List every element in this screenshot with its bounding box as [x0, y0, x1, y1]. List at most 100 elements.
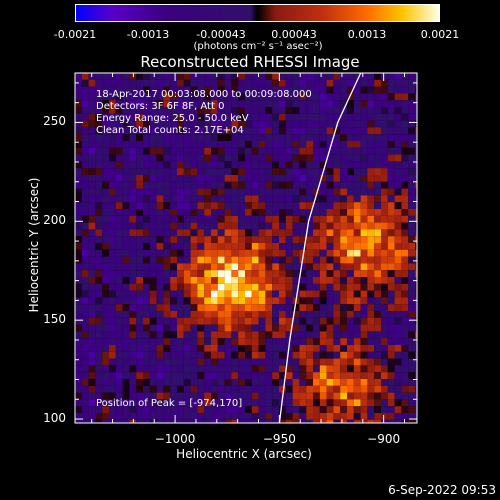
heatmap-cell	[306, 209, 313, 216]
heatmap-cell	[387, 304, 395, 311]
heatmap-cell	[319, 256, 327, 264]
heatmap-cell	[401, 195, 409, 203]
heatmap-cell	[387, 317, 395, 325]
heatmap-cell	[143, 134, 150, 141]
heatmap-cell	[183, 113, 191, 121]
heatmap-cell	[279, 351, 286, 359]
heatmap-cell	[367, 256, 375, 264]
heatmap-cell	[285, 256, 293, 264]
heatmap-cell	[81, 345, 89, 352]
heatmap-cell	[136, 311, 143, 318]
heatmap-cell	[170, 311, 177, 318]
heatmap-cell	[231, 256, 239, 264]
heatmap-cell	[88, 79, 96, 87]
heatmap-cell	[245, 392, 252, 400]
heatmap-cell	[204, 290, 211, 298]
heatmap-cell	[129, 243, 137, 250]
heatmap-cell	[408, 147, 415, 155]
heatmap-cell	[347, 413, 354, 420]
heatmap-cell	[292, 372, 300, 379]
heatmap-cell	[149, 379, 157, 386]
heatmap-cell	[408, 304, 415, 311]
heatmap-cell	[95, 154, 103, 162]
heatmap-cell	[238, 413, 245, 420]
heatmap-cell	[415, 331, 417, 339]
heatmap-cell	[88, 358, 96, 366]
heatmap-cell	[238, 120, 245, 128]
heatmap-cell	[183, 304, 191, 311]
heatmap-cell	[292, 147, 300, 155]
heatmap-cell	[109, 406, 116, 413]
heatmap-cell	[353, 209, 361, 216]
heatmap-cell	[238, 141, 245, 148]
heatmap-cell	[374, 290, 381, 298]
heatmap-cell	[347, 331, 354, 339]
heatmap-cell	[238, 168, 245, 175]
heatmap-cell	[163, 358, 171, 366]
heatmap-cell	[285, 175, 293, 182]
heatmap-cell	[279, 249, 286, 257]
heatmap-cell	[122, 107, 130, 114]
heatmap-cell	[415, 93, 417, 101]
heatmap-cell	[129, 365, 137, 373]
heatmap-cell	[333, 249, 341, 257]
heatmap-cell	[149, 263, 157, 271]
heatmap-cell	[197, 229, 205, 237]
heatmap-cell	[88, 236, 96, 243]
heatmap-cell	[401, 209, 409, 216]
heatmap-cell	[306, 290, 313, 298]
heatmap-cell	[170, 358, 177, 366]
heatmap-cell	[306, 154, 313, 162]
heatmap-cell	[211, 93, 218, 101]
heatmap-cell	[258, 236, 266, 243]
heatmap-cell	[408, 331, 415, 339]
heatmap-cell	[381, 379, 388, 386]
heatmap-cell	[95, 181, 103, 189]
heatmap-cell	[353, 215, 361, 223]
heatmap-cell	[415, 154, 417, 162]
heatmap-cell	[387, 345, 395, 352]
heatmap-cell	[347, 79, 354, 87]
heatmap-cell	[143, 181, 150, 189]
heatmap-cell	[163, 311, 171, 318]
heatmap-cell	[394, 86, 402, 94]
heatmap-cell	[258, 222, 266, 230]
heatmap-cell	[81, 79, 89, 87]
heatmap-cell	[313, 392, 320, 400]
heatmap-cell	[156, 372, 164, 379]
heatmap-cell	[394, 358, 402, 366]
heatmap-cell	[415, 270, 417, 277]
heatmap-cell	[340, 365, 347, 373]
heatmap-cell	[217, 147, 225, 155]
heatmap-cell	[299, 181, 307, 189]
heatmap-cell	[88, 202, 96, 209]
heatmap-cell	[272, 236, 279, 243]
heatmap-cell	[190, 215, 198, 223]
heatmap-cell	[88, 86, 96, 94]
heatmap-cell	[95, 413, 103, 420]
heatmap-cell	[238, 113, 245, 121]
heatmap-cell	[129, 297, 137, 305]
heatmap-cell	[415, 222, 417, 230]
heatmap-cell	[367, 181, 375, 189]
heatmap-cell	[272, 215, 279, 223]
heatmap-cell	[204, 161, 211, 169]
heatmap-cell	[231, 317, 239, 325]
heatmap-cell	[129, 215, 137, 223]
heatmap-cell	[204, 120, 211, 128]
heatmap-cell	[149, 345, 157, 352]
heatmap-cell	[190, 263, 198, 271]
heatmap-cell	[265, 338, 273, 345]
heatmap-cell	[285, 107, 293, 114]
heatmap-cell	[306, 229, 313, 237]
heatmap-cell	[197, 413, 205, 420]
heatmap-cell	[129, 270, 137, 277]
heatmap-cell	[183, 229, 191, 237]
heatmap-cell	[183, 134, 191, 141]
heatmap-cell	[102, 413, 109, 420]
heatmap-cell	[81, 399, 89, 407]
heatmap-cell	[238, 317, 245, 325]
heatmap-cell	[387, 202, 395, 209]
heatmap-cell	[367, 283, 375, 291]
heatmap-cell	[88, 222, 96, 230]
